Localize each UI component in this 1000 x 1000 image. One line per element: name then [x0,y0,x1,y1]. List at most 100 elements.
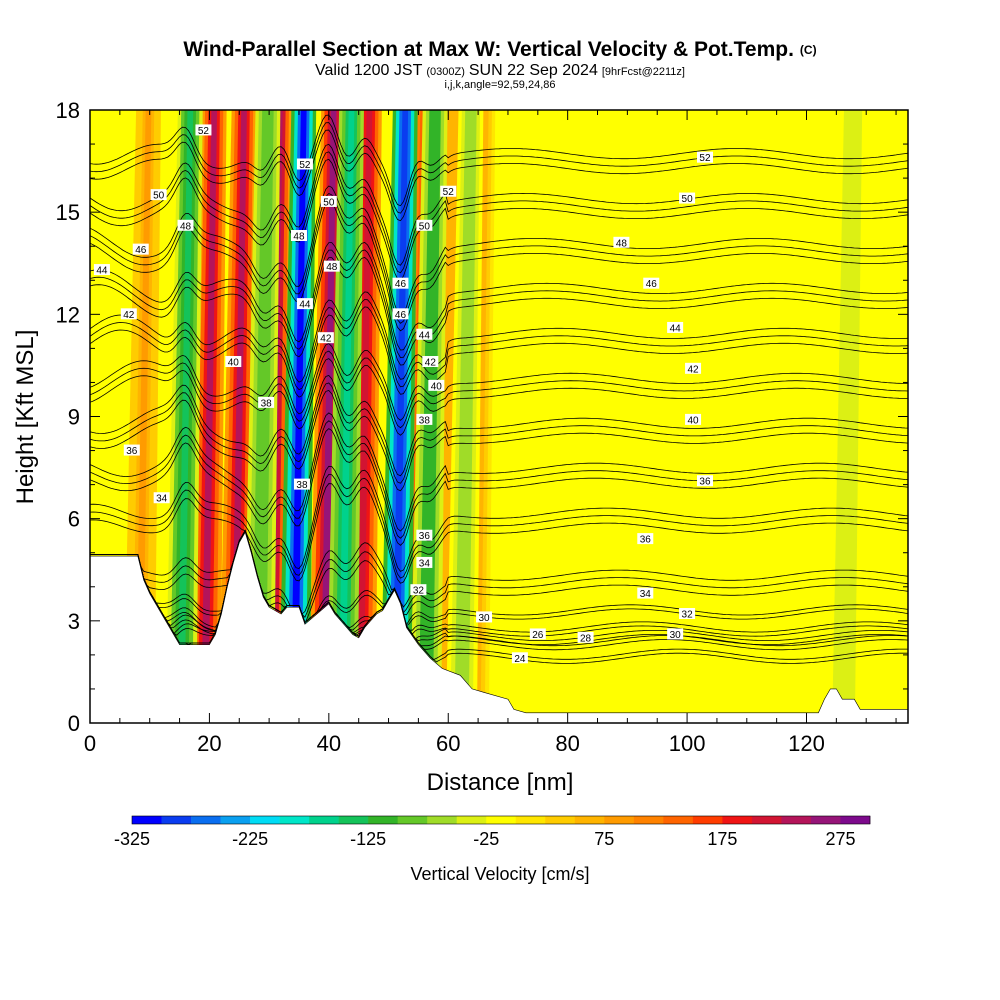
theta-contour [90,193,908,324]
svg-text:44: 44 [299,300,311,311]
theta-label: 40 [428,379,445,392]
svg-text:36: 36 [126,446,138,457]
theta-contour [90,122,908,214]
svg-text:46: 46 [135,245,147,256]
colorbar-tick-label: -25 [473,829,499,849]
x-tick-label: 20 [197,731,221,756]
theta-label: 40 [685,413,702,426]
y-tick-label: 18 [56,98,80,123]
colorbar-swatch [427,816,458,824]
x-tick-label: 80 [555,731,579,756]
theta-label: 36 [416,529,433,542]
theta-contour [90,465,908,572]
theta-label: 46 [643,277,660,290]
theta-label: 50 [416,219,433,232]
theta-label: 52 [440,185,457,198]
y-tick-label: 15 [56,200,80,225]
theta-label: 48 [613,236,630,249]
theta-contour [90,350,908,429]
theta-contour [90,529,908,626]
colorbar-tick-label: 75 [594,829,614,849]
colorbar-swatch [486,816,517,824]
y-axis-label: Height [Kft MSL] [12,330,39,505]
theta-contour [90,242,908,351]
theta-label: 42 [317,332,334,345]
svg-text:32: 32 [413,586,425,597]
colorbar-tick-label: 175 [707,829,737,849]
colorbar-swatch [840,816,871,824]
svg-text:28: 28 [580,633,592,644]
x-axis-label: Distance [nm] [427,769,574,796]
theta-contour [90,158,908,281]
colorbar-swatch [574,816,605,824]
plot-area: 52 50 48 46 44 42 40 38 36 34 52 50 48 48 44 42 38 46 46 44… [90,110,908,723]
theta-contour [90,529,908,625]
theta-label: 52 [696,151,713,164]
svg-text:26: 26 [532,630,544,641]
theta-label: 50 [679,192,696,205]
svg-text:30: 30 [479,613,491,624]
chart-indices: i,j,k,angle=92,59,24,86 [444,79,555,91]
theta-label: 46 [392,277,409,290]
colorbar-tick-label: -225 [232,829,268,849]
theta-label: 48 [177,219,194,232]
theta-label: 48 [323,260,340,273]
theta-contour [90,428,908,546]
svg-text:38: 38 [296,480,308,491]
colorbar-swatch [751,816,782,824]
theta-contour [90,473,908,579]
colorbar-swatch [161,816,192,824]
svg-text:32: 32 [682,610,694,621]
theta-contours [90,114,908,664]
theta-label: 30 [476,611,493,624]
svg-text:34: 34 [419,558,431,569]
colorbar-tick-label: -125 [350,829,386,849]
theta-label: 44 [416,328,433,341]
svg-text:46: 46 [646,279,658,290]
y-tick-labels: 0 3 6 9 12 15 18 [56,98,80,736]
theta-label: 44 [296,298,313,311]
svg-text:44: 44 [419,330,431,341]
theta-label: 34 [637,587,654,600]
theta-label: 32 [410,584,427,597]
colorbar-swatch [397,816,428,824]
y-tick-label: 9 [68,405,80,430]
theta-label: 48 [290,230,307,243]
colorbar-swatch [250,816,280,824]
theta-label: 38 [416,413,433,426]
downdraft-band [457,110,474,723]
downdraft-band [290,110,307,723]
theta-label: 36 [123,444,140,457]
colorbar-swatch [220,816,251,824]
theta-label: 50 [320,195,337,208]
svg-text:24: 24 [514,654,526,665]
theta-label: 30 [667,628,684,641]
theta-contour [90,143,908,266]
theta-contour [90,151,908,274]
theta-contour [90,291,908,383]
theta-label: 28 [577,631,594,644]
x-tick-label: 40 [317,731,341,756]
theta-contour [90,249,908,359]
svg-text:52: 52 [299,160,311,171]
svg-text:36: 36 [419,531,431,542]
colorbar-swatch [309,816,339,824]
svg-text:48: 48 [616,238,628,249]
svg-text:50: 50 [419,221,431,232]
theta-contour [90,420,908,539]
x-tick-labels: 0 20 40 60 80 100 120 [84,731,825,756]
colorbar [131,815,871,825]
theta-labels: 52 50 48 46 44 42 40 38 36 34 52 50 48 48 44 42 38 46 46 44… [93,124,713,665]
theta-label: 52 [296,158,313,171]
theta-label: 42 [685,362,702,375]
x-tick-label: 0 [84,731,96,756]
svg-text:36: 36 [699,477,711,488]
svg-text:44: 44 [96,266,108,277]
colorbar-swatch [781,816,812,824]
theta-label: 26 [529,628,546,641]
terrain [90,531,908,723]
svg-text:34: 34 [156,494,168,505]
theta-label: 52 [195,124,212,137]
theta-contour [90,529,908,615]
theta-label: 46 [132,243,149,256]
